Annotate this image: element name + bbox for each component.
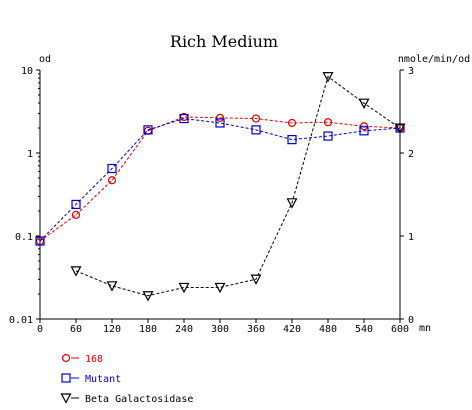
legend-item-beta-galactosidase: Beta Galactosidase [60, 393, 193, 405]
data-point-mutant [215, 118, 225, 128]
data-point-168 [323, 118, 333, 127]
series-beta-galactosidase [70, 72, 406, 302]
series-168 [35, 112, 405, 246]
y-right-tick-label: 1 [408, 232, 414, 243]
data-point-mutant [179, 113, 189, 124]
legend-label-168: 168 [85, 354, 103, 365]
x-tick-label: 360 [247, 324, 265, 335]
data-point-beta-galactosidase [250, 274, 262, 285]
x-tick-label: 120 [103, 324, 121, 335]
data-point-mutant [71, 199, 81, 210]
data-point-beta-galactosidase [142, 291, 154, 302]
series-line-beta-galactosidase [75, 75, 401, 297]
x-tick-label: 0 [37, 324, 43, 335]
data-point-mutant [107, 163, 117, 174]
series-mutant [35, 113, 405, 246]
x-tick-label: 480 [319, 324, 337, 335]
x-tick-label: 420 [283, 324, 301, 335]
data-point-168 [107, 176, 117, 185]
y-left-tick-label: 0.1 [15, 232, 33, 243]
x-tick-label: 600 [391, 324, 409, 335]
x-tick-label: 540 [355, 324, 373, 335]
legend-item-168: 168 [61, 353, 103, 365]
data-point-beta-galactosidase [286, 198, 298, 209]
x-tick-label: 60 [70, 324, 82, 335]
axes-group: 0 60 120 180 240 300 360 420 480 540 6000.010.1110… [9, 66, 414, 335]
x-tick-label: 300 [211, 324, 229, 335]
legend-marker-168 [61, 353, 71, 363]
y-right-tick-label: 2 [408, 149, 414, 160]
series-line-mutant [39, 118, 401, 242]
legend-item-mutant: Mutant [61, 373, 121, 385]
data-point-168 [287, 118, 297, 128]
chart-title: Rich Medium [170, 32, 278, 51]
data-point-168 [215, 113, 225, 122]
y-left-tick-label: 0.01 [9, 315, 33, 326]
y-right-axis-label: nmole/min/od [398, 54, 470, 65]
x-axis-label: mn [419, 323, 431, 334]
data-point-mutant [35, 236, 45, 246]
data-point-beta-galactosidase [214, 282, 226, 294]
data-point-mutant [143, 125, 153, 135]
legend-marker-beta-galactosidase [60, 393, 72, 404]
data-point-beta-galactosidase [394, 123, 406, 134]
data-point-beta-galactosidase [322, 72, 334, 83]
legend-label-beta-galactosidase: Beta Galactosidase [85, 394, 193, 405]
data-point-beta-galactosidase [178, 282, 190, 294]
data-point-mutant [251, 125, 261, 135]
legend-label-mutant: Mutant [85, 374, 121, 385]
data-point-mutant [359, 126, 369, 136]
data-point-mutant [323, 131, 333, 141]
data-point-beta-galactosidase [70, 266, 82, 277]
y-left-tick-label: 1 [27, 149, 33, 160]
series-group [35, 72, 406, 302]
data-point-168 [251, 114, 261, 123]
data-point-beta-galactosidase [106, 281, 118, 292]
series-line-168 [39, 116, 401, 242]
y-left-tick-label: 10 [21, 66, 33, 77]
y-right-tick-label: 3 [408, 66, 414, 77]
data-point-168 [71, 210, 81, 219]
legend: 168 Mutant Beta Galactosidase [60, 353, 193, 405]
data-point-beta-galactosidase [358, 98, 370, 109]
y-right-tick-label: 0 [408, 315, 414, 326]
data-point-mutant [287, 135, 297, 145]
y-left-axis-label: od [39, 54, 51, 65]
x-tick-label: 240 [175, 324, 193, 335]
legend-marker-mutant [61, 373, 71, 383]
x-tick-label: 180 [139, 324, 157, 335]
